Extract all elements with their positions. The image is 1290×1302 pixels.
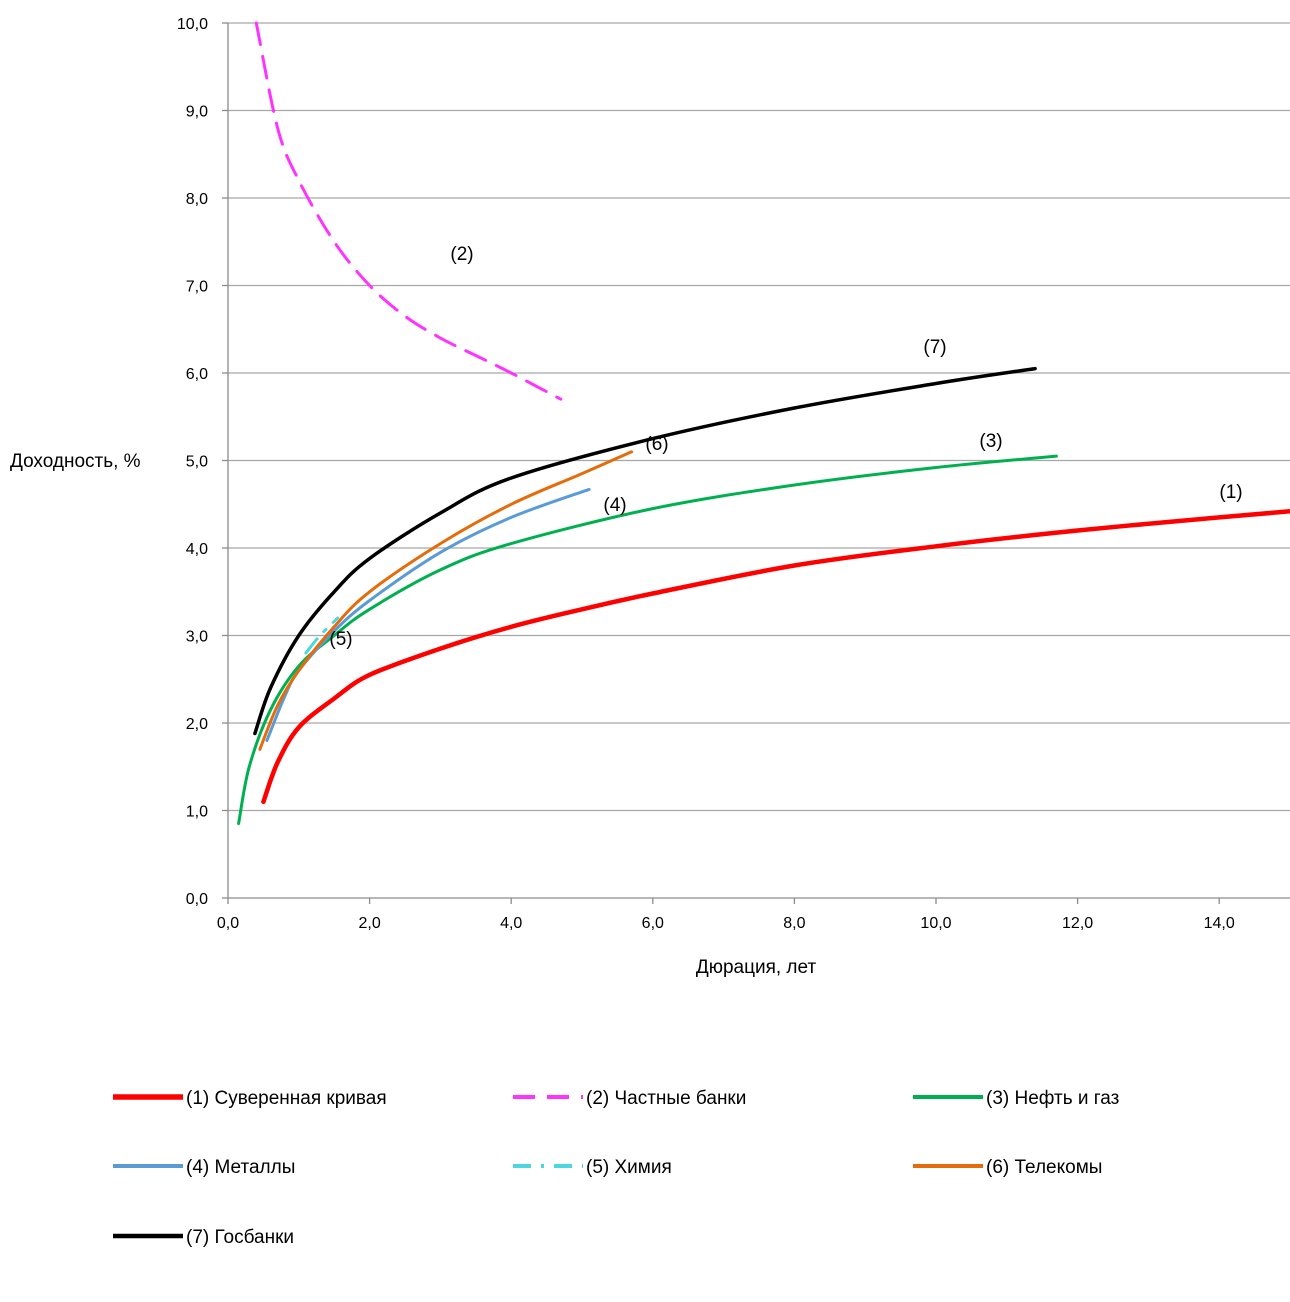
x-tick-label: 2,0 <box>358 915 380 932</box>
legend-label: (3) Нефть и газ <box>986 1088 1119 1109</box>
y-tick-label: 2,0 <box>186 716 208 733</box>
y-tick-label: 3,0 <box>186 629 208 646</box>
x-tick-label: 8,0 <box>783 915 805 932</box>
series-line-2 <box>254 21 563 401</box>
x-tick-label: 10,0 <box>920 915 951 932</box>
series-line-6 <box>258 450 634 751</box>
x-tick-label: 12,0 <box>1062 915 1093 932</box>
series-annotation-1: (1) <box>1219 482 1242 503</box>
legend: (1) Суверенная кривая (2) Частные банки (3… <box>113 1088 1119 1248</box>
y-tick-label: 5,0 <box>186 454 208 471</box>
series-lines <box>237 21 1290 826</box>
series-annotation-2: (2) <box>450 244 473 265</box>
legend-item-7: (7) Госбанки <box>113 1227 294 1248</box>
series-annotations: (1) (2) (3) (4) (5) (6) (7) <box>329 244 1242 650</box>
y-tick-label: 0,0 <box>186 891 208 908</box>
y-tick-label: 10,0 <box>177 16 208 33</box>
x-tick-label: 0,0 <box>217 915 239 932</box>
series-line-3 <box>237 454 1058 826</box>
series-line-7 <box>253 366 1037 736</box>
axes: 0,0 1,0 2,0 3,0 4,0 5,0 6,0 7,0 8,0 9,0 10,0 0,0 2,0… <box>177 16 1290 932</box>
legend-item-4: (4) Металлы <box>113 1157 295 1178</box>
series-annotation-4: (4) <box>603 495 626 516</box>
y-tick-label: 8,0 <box>186 191 208 208</box>
y-tick-label: 7,0 <box>186 279 208 296</box>
legend-label: (7) Госбанки <box>186 1227 294 1248</box>
legend-label: (1) Суверенная кривая <box>186 1088 387 1109</box>
series-line-1 <box>261 509 1290 805</box>
y-tick-label: 9,0 <box>186 104 208 121</box>
y-tick-label: 4,0 <box>186 541 208 558</box>
y-tick-label: 1,0 <box>186 804 208 821</box>
legend-item-3: (3) Нефть и газ <box>913 1088 1119 1109</box>
legend-item-5: (5) Химия <box>513 1157 672 1178</box>
legend-label: (6) Телекомы <box>986 1157 1102 1178</box>
series-annotation-3: (3) <box>979 431 1002 452</box>
legend-label: (5) Химия <box>586 1157 672 1178</box>
legend-item-1: (1) Суверенная кривая <box>113 1088 387 1109</box>
y-axis-title: Доходность, % <box>10 451 141 472</box>
gridlines <box>228 22 1290 812</box>
legend-label: (4) Металлы <box>186 1157 295 1178</box>
y-tick-label: 6,0 <box>186 366 208 383</box>
series-annotation-5: (5) <box>329 629 352 650</box>
legend-item-6: (6) Телекомы <box>913 1157 1102 1178</box>
series-annotation-7: (7) <box>923 337 946 358</box>
series-line-5 <box>304 616 340 655</box>
x-tick-label: 14,0 <box>1204 915 1235 932</box>
legend-item-2: (2) Частные банки <box>513 1088 746 1109</box>
x-axis-title: Дюрация, лет <box>696 957 817 978</box>
legend-label: (2) Частные банки <box>586 1088 746 1109</box>
series-annotation-6: (6) <box>645 434 668 455</box>
x-tick-label: 4,0 <box>500 915 522 932</box>
x-tick-label: 6,0 <box>642 915 664 932</box>
